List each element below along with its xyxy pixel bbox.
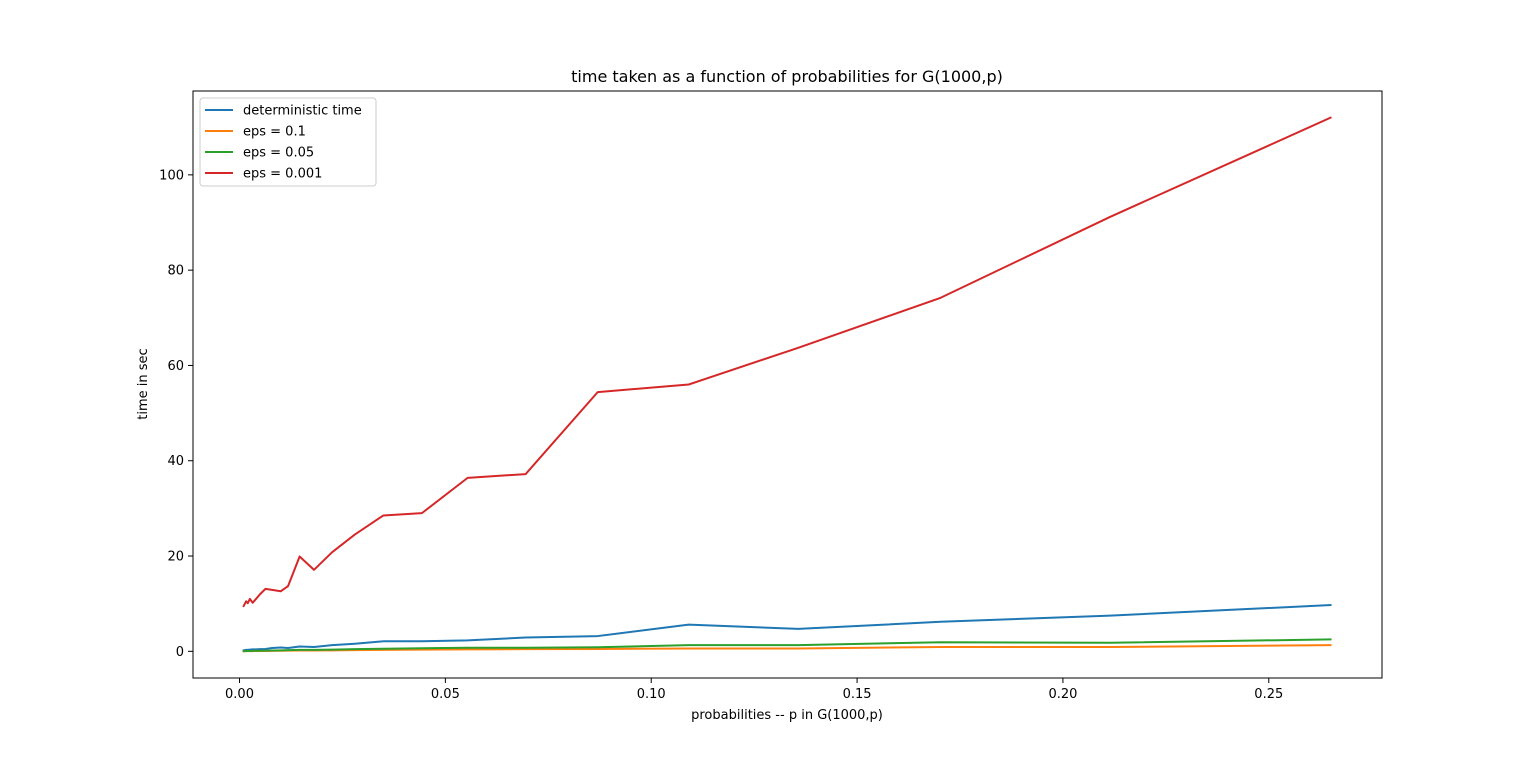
x-tick-label: 0.15 (843, 687, 872, 702)
y-axis-label: time in sec (136, 348, 151, 419)
y-tick-label: 0 (176, 645, 184, 660)
legend-label: deterministic time (243, 104, 362, 119)
y-tick-label: 40 (167, 454, 184, 469)
y-axis: 0 20 40 60 80 100 (159, 168, 193, 660)
x-tick-label: 0.10 (637, 687, 666, 702)
y-tick-label: 80 (167, 264, 184, 279)
chart-title: time taken as a function of probabilitie… (571, 67, 1003, 86)
series-line-3 (242, 116, 1332, 608)
x-tick-label: 0.25 (1254, 687, 1283, 702)
x-axis: 0.00 0.05 0.10 0.15 0.20 0.25 (225, 678, 1283, 702)
y-tick-label: 60 (167, 359, 184, 374)
legend-label: eps = 0.001 (243, 167, 322, 182)
plot-frame (192, 90, 1383, 679)
series-lines (242, 116, 1332, 653)
plot-background (193, 91, 1382, 678)
legend-label: eps = 0.1 (243, 125, 306, 140)
x-axis-label: probabilities -- p in G(1000,p) (691, 708, 883, 723)
legend: deterministic time eps = 0.1 eps = 0.05 eps… (199, 97, 377, 187)
y-tick-label: 100 (159, 168, 184, 183)
x-tick-label: 0.05 (431, 687, 460, 702)
y-tick-label: 20 (167, 550, 184, 565)
series-line-2 (242, 638, 1332, 653)
series-line-0 (242, 604, 1332, 652)
legend-frame (199, 97, 377, 187)
x-tick-label: 0.00 (225, 687, 254, 702)
x-tick-label: 0.20 (1048, 687, 1077, 702)
legend-label: eps = 0.05 (243, 146, 314, 161)
